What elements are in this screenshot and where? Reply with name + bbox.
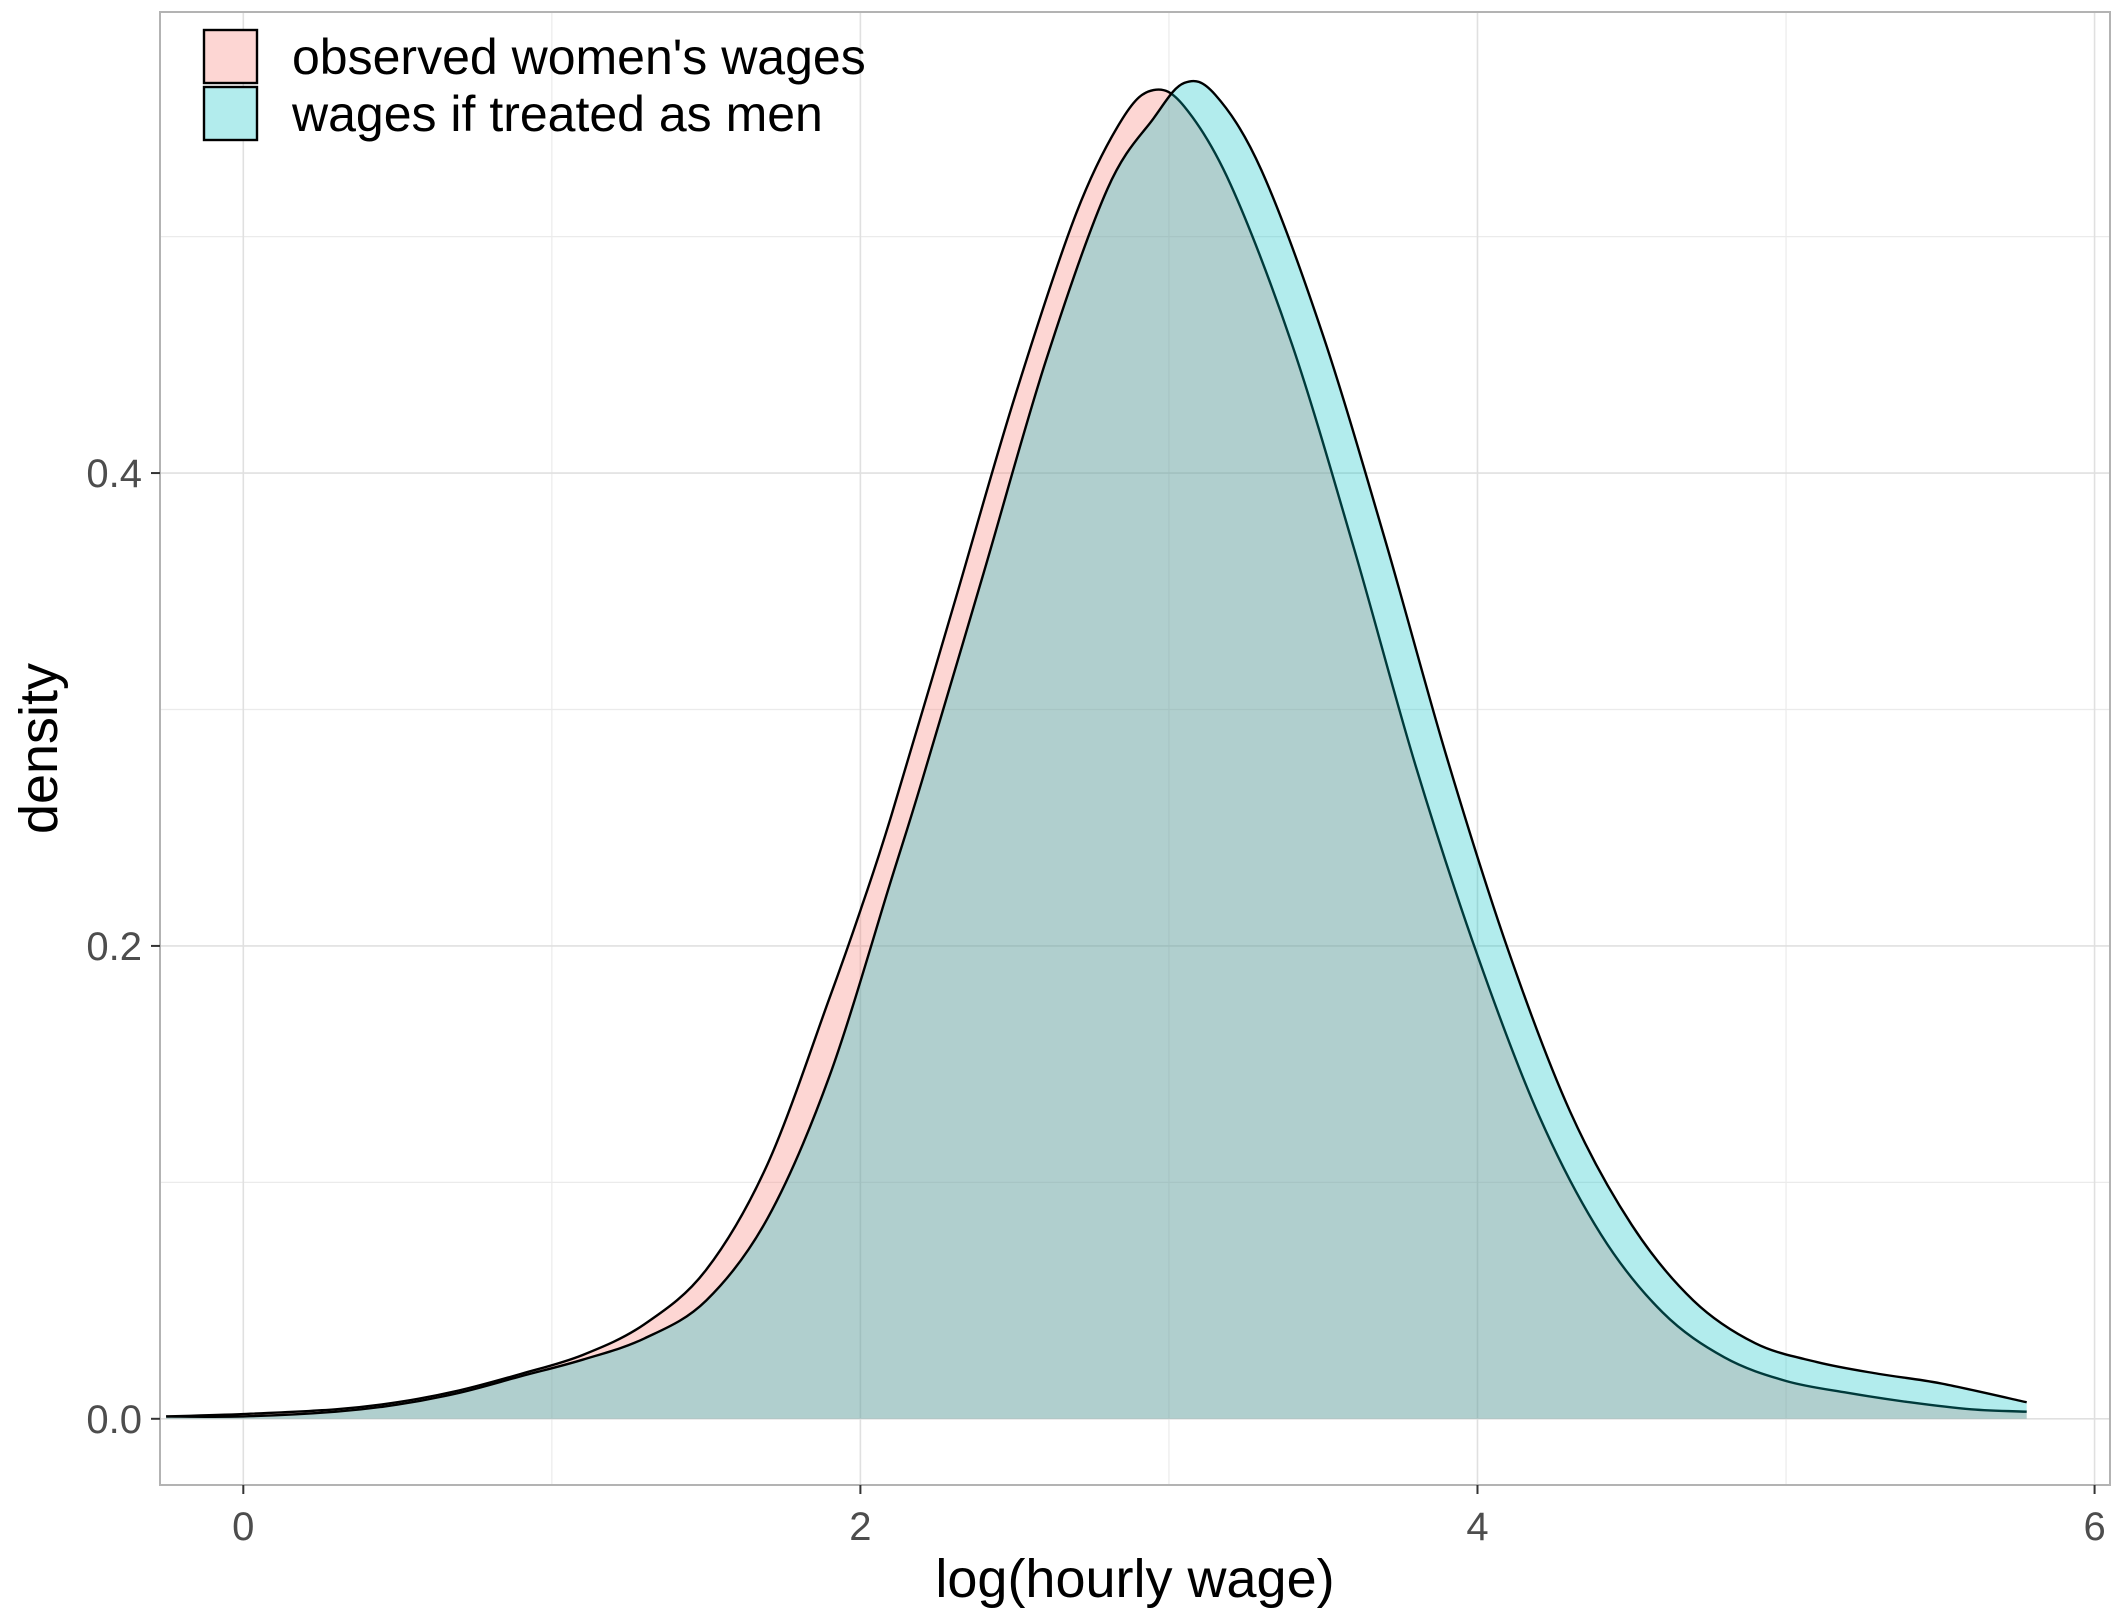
density-area-series-2 [166, 80, 2027, 1419]
density-line-series-2 [166, 79, 2027, 1418]
minor-gridlines [160, 12, 2110, 1485]
legend-key-background [204, 87, 257, 140]
x-tick-label: 2 [849, 1505, 871, 1549]
x-axis-title: log(hourly wage) [935, 1549, 1334, 1609]
x-tick-label: 6 [2083, 1505, 2105, 1549]
legend-key-background [204, 30, 257, 83]
y-tick-label: 0.4 [86, 452, 142, 496]
legend-label: wages if treated as men [291, 86, 823, 142]
y-axis-ticks: 0.0 0.2 0.4 [86, 452, 160, 1442]
y-axis-title: density [9, 663, 69, 834]
plot-panel-border [159, 11, 2111, 1486]
legend-label: observed women's wages [292, 29, 866, 85]
density-line-series-1 [166, 88, 2027, 1418]
x-axis-ticks: 0 2 4 6 [232, 1485, 2106, 1549]
major-gridlines [160, 12, 2110, 1485]
x-tick-label: 4 [1466, 1505, 1488, 1549]
x-tick-label: 0 [232, 1505, 254, 1549]
y-tick-label: 0.2 [86, 925, 142, 969]
legend-key-swatch [202, 85, 259, 142]
y-tick-label: 0.0 [86, 1398, 142, 1442]
density-areas [166, 79, 2027, 1419]
density-area-series-1 [166, 89, 2027, 1419]
legend-key-swatch [202, 28, 259, 85]
